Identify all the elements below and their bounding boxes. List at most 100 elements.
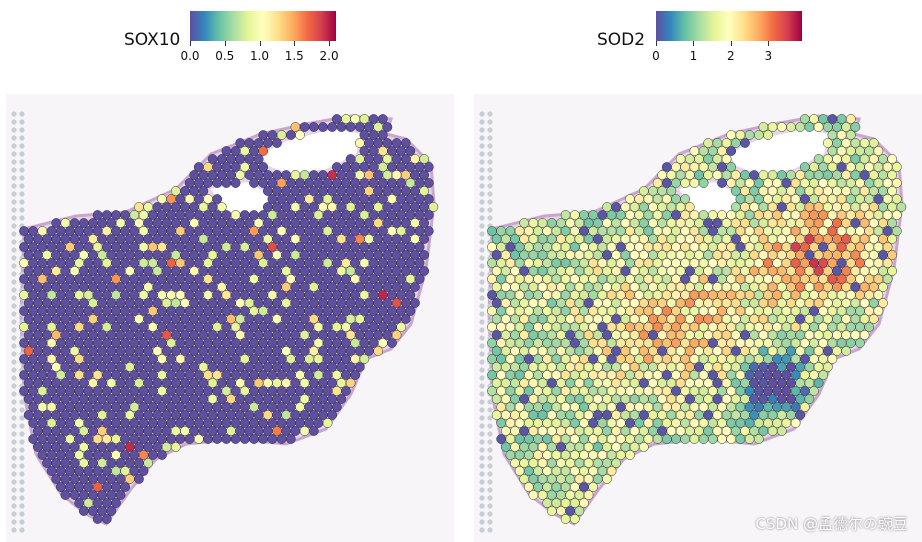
expression-spot [574, 282, 585, 292]
expression-spot [65, 386, 75, 396]
expression-spot [799, 386, 810, 396]
expression-spot [341, 306, 351, 316]
expression-spot [46, 466, 57, 476]
capture-spot [19, 111, 25, 117]
expression-spot [574, 298, 585, 308]
expression-spot [161, 330, 172, 340]
expression-spot [597, 274, 608, 284]
expression-spot [364, 154, 374, 164]
expression-spot [106, 490, 117, 500]
expression-spot [221, 386, 232, 396]
expression-spot [556, 234, 566, 244]
expression-spot [74, 338, 85, 348]
expression-spot [74, 418, 85, 428]
expression-spot [523, 402, 534, 412]
expression-spot [827, 306, 838, 316]
expression-spot [643, 418, 654, 428]
expression-spot [763, 242, 773, 252]
expression-spot [712, 138, 723, 148]
capture-spot [19, 471, 25, 477]
expression-spot [726, 242, 737, 252]
expression-spot [272, 170, 282, 180]
expression-spot [391, 330, 402, 340]
expression-spot [523, 386, 534, 396]
expression-spot [166, 226, 177, 236]
expression-spot [221, 258, 232, 268]
capture-spot [479, 391, 485, 397]
expression-spot [551, 354, 562, 364]
expression-spot [331, 274, 342, 284]
expression-spot [120, 306, 131, 316]
expression-spot [170, 362, 181, 372]
expression-spot [359, 210, 370, 220]
expression-spot [827, 194, 838, 204]
expression-spot [184, 370, 195, 380]
expression-spot [350, 354, 361, 364]
expression-spot [864, 226, 875, 236]
expression-spot [111, 274, 121, 284]
expression-spot [327, 330, 338, 340]
expression-spot [129, 306, 140, 316]
expression-spot [864, 322, 875, 332]
expression-spot [336, 122, 347, 132]
expression-spot [111, 226, 121, 236]
expression-spot [606, 402, 617, 412]
expression-spot [588, 450, 599, 460]
expression-spot [184, 226, 195, 236]
expression-spot [258, 354, 269, 364]
expression-spot [487, 386, 497, 396]
expression-spot [97, 506, 108, 516]
expression-spot [767, 410, 778, 420]
expression-spot [175, 418, 186, 428]
expression-spot [868, 186, 879, 196]
expression-spot [111, 450, 121, 460]
expression-spot [235, 138, 246, 148]
expression-spot [341, 354, 351, 364]
expression-spot [638, 426, 649, 436]
expression-spot [841, 250, 852, 260]
expression-spot [818, 162, 829, 172]
expression-spot [579, 482, 589, 492]
expression-spot [611, 346, 622, 356]
expression-spot [336, 346, 347, 356]
expression-spot [822, 314, 833, 324]
expression-spot [832, 266, 842, 276]
expression-spot [556, 442, 566, 452]
expression-spot [19, 338, 29, 348]
expression-spot [620, 234, 631, 244]
expression-spot [560, 466, 571, 476]
expression-spot [767, 330, 778, 340]
expression-spot [763, 322, 773, 332]
expression-spot [175, 210, 186, 220]
expression-spot [763, 194, 773, 204]
expression-spot [253, 266, 264, 276]
expression-spot [707, 434, 718, 444]
expression-spot [318, 122, 328, 132]
expression-spot [308, 362, 319, 372]
capture-spot [479, 375, 485, 381]
expression-spot [193, 434, 204, 444]
expression-spot [373, 202, 384, 212]
expression-spot [189, 378, 200, 388]
expression-spot [569, 402, 580, 412]
expression-spot [377, 226, 388, 236]
expression-spot [428, 202, 439, 212]
expression-spot [730, 266, 741, 276]
expression-spot [606, 386, 617, 396]
capture-spot [479, 159, 485, 165]
expression-spot [161, 410, 172, 420]
expression-spot [556, 298, 566, 308]
expression-spot [528, 490, 539, 500]
expression-spot [51, 330, 62, 340]
expression-spot [253, 330, 264, 340]
expression-spot [496, 354, 507, 364]
expression-spot [396, 178, 407, 188]
expression-spot [487, 322, 497, 332]
capture-spot [479, 463, 485, 469]
expression-spot [400, 202, 411, 212]
expression-spot [799, 162, 810, 172]
expression-spot [767, 426, 778, 436]
expression-spot [175, 274, 186, 284]
capture-spot [11, 255, 17, 261]
expression-spot [83, 434, 94, 444]
